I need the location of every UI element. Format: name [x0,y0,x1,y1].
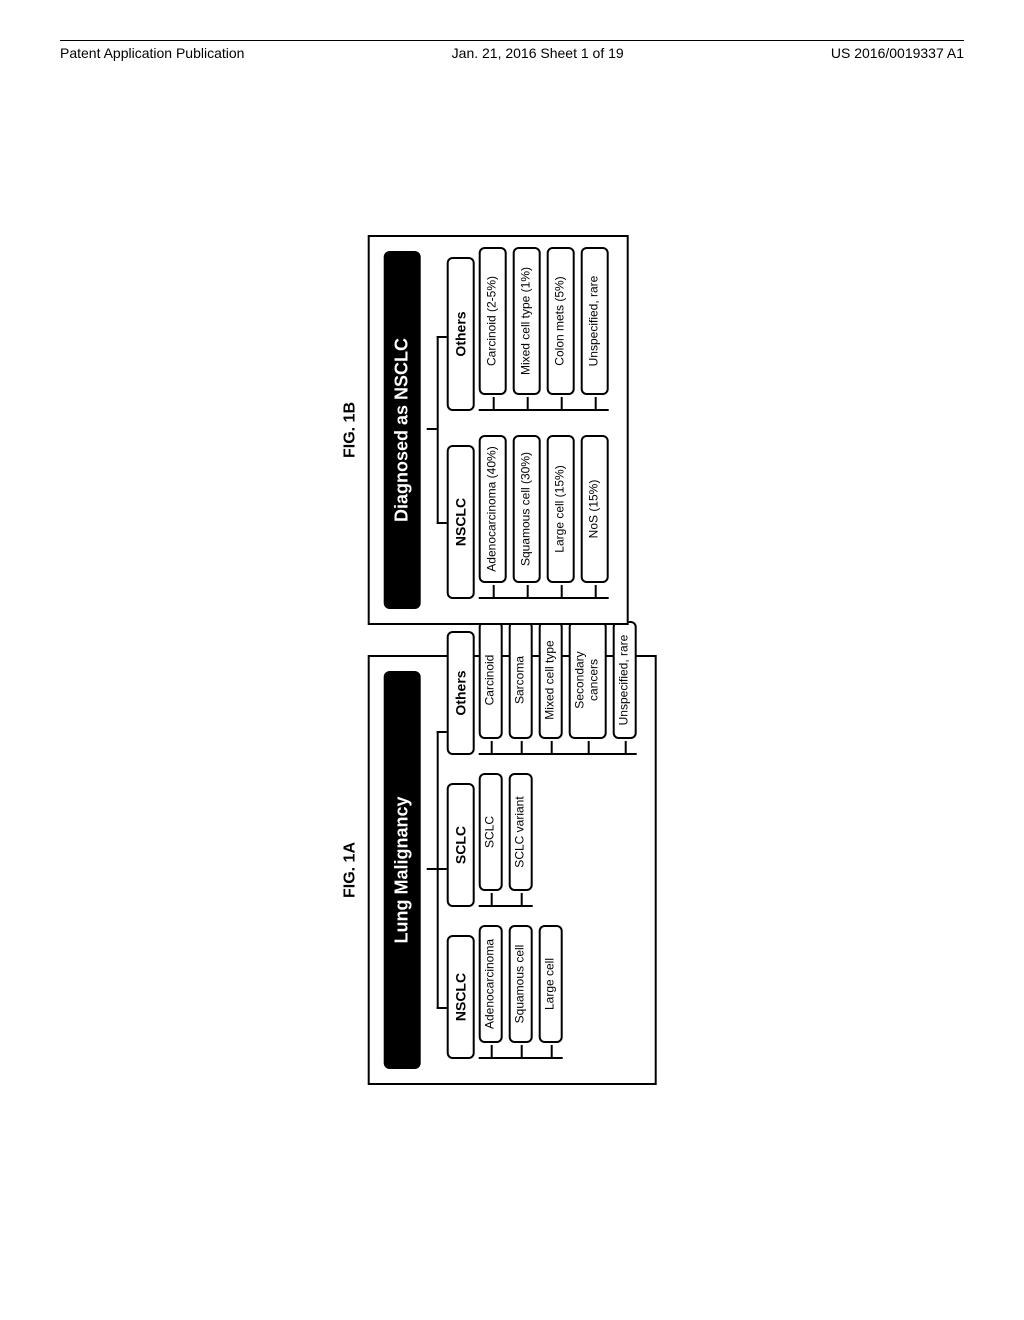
leaf: SCLC [479,773,503,891]
leaf: Squamous cell [509,925,533,1043]
leaf: Mixed cell type (1%) [513,247,541,395]
fig1a-nsclc-list: Adenocarcinoma Squamous cell Large cell [479,925,563,1059]
figure-1b: FIG. 1B Diagnosed as NSCLC NSCLC Adenoca… [368,235,629,625]
leaf: Carcinoid (2-5%) [479,247,507,395]
leaf: Unspecified, rare [612,621,636,739]
fig1b-group-nsclc: NSCLC [447,445,475,599]
leaf: Colon mets (5%) [547,247,575,395]
leaf: Secondary cancers [569,621,607,739]
fig1a-sclc-list: SCLC SCLC variant [479,773,533,907]
leaf: Squamous cell (30%) [513,435,541,583]
fig1b-col-others: Others Carcinoid (2-5%) Mixed cell type … [447,247,609,421]
leaf: Unspecified, rare [581,247,609,395]
leaf: Mixed cell type [539,621,563,739]
fig1a-columns: NSCLC Adenocarcinoma Squamous cell Large… [447,671,637,1069]
fig1a-group-nsclc: NSCLC [447,935,475,1059]
fig1b-columns: NSCLC Adenocarcinoma (40%) Squamous cell… [447,251,609,609]
document-header: Patent Application Publication Jan. 21, … [60,40,964,61]
figure-1a: FIG. 1A Lung Malignancy NSCLC Adenocarci… [368,655,657,1085]
fig1b-others-list: Carcinoid (2-5%) Mixed cell type (1%) Co… [479,247,609,411]
header-middle: Jan. 21, 2016 Sheet 1 of 19 [452,45,624,61]
fig1b-branch [427,251,447,609]
fig1a-col-sclc: SCLC SCLC SCLC variant [447,773,533,917]
fig1a-root: Lung Malignancy [384,671,421,1069]
leaf: Carcinoid [479,621,503,739]
fig1a-col-others: Others Carcinoid Sarcoma Mixed cell type… [447,621,637,765]
leaf: Adenocarcinoma [479,925,503,1043]
header-right: US 2016/0019337 A1 [831,45,964,61]
fig1a-col-nsclc: NSCLC Adenocarcinoma Squamous cell Large… [447,925,563,1069]
fig1a-branch [427,671,447,1069]
figure-1b-label: FIG. 1B [342,402,360,458]
leaf: Large cell [539,925,563,1043]
leaf: Sarcoma [509,621,533,739]
fig1b-nsclc-list: Adenocarcinoma (40%) Squamous cell (30%)… [479,435,609,599]
figure-1a-label: FIG. 1A [342,842,360,898]
leaf: Adenocarcinoma (40%) [479,435,507,583]
leaf: Large cell (15%) [547,435,575,583]
fig1a-others-list: Carcinoid Sarcoma Mixed cell type Second… [479,621,637,755]
figures-container: FIG. 1A Lung Malignancy NSCLC Adenocarci… [368,235,657,1085]
leaf: SCLC variant [509,773,533,891]
header-left: Patent Application Publication [60,45,244,61]
fig1a-group-sclc: SCLC [447,783,475,907]
leaf: NoS (15%) [581,435,609,583]
fig1b-root: Diagnosed as NSCLC [384,251,421,609]
fig1a-group-others: Others [447,631,475,755]
fig1b-group-others: Others [447,257,475,411]
fig1b-col-nsclc: NSCLC Adenocarcinoma (40%) Squamous cell… [447,435,609,609]
